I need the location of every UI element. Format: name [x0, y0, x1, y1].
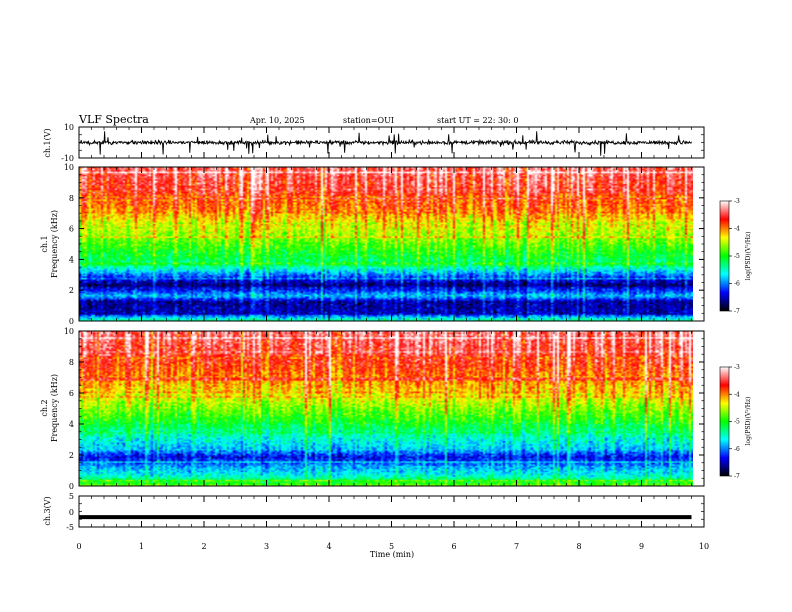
start-time-label: start UT = 22: 30: 0 [437, 116, 518, 125]
colorbar-tick-label: -4 [734, 226, 740, 233]
time-tick-label: 8 [576, 542, 581, 551]
time-tick-label: 3 [264, 542, 269, 551]
ch1-spectrogram-panel: 0 2 4 6 8 10 ch.1 Frequency (kHz) [40, 163, 705, 326]
ch1-waveform-ylabel: ch.1(V) [43, 128, 52, 157]
colorbar-tick-label: -5 [734, 419, 740, 426]
time-axis-label: Time (min) [370, 550, 414, 559]
ch2-colorbar-ticks: -3 -4 -5 -6 -7 [729, 364, 740, 480]
figure-title: VLF Spectra [78, 113, 149, 126]
time-tick-label: 7 [514, 542, 519, 551]
ch1-ytick-top: 10 [64, 123, 74, 132]
freq-tick-label: 6 [69, 225, 74, 234]
ch1-spectrogram-yticks: 0 2 4 6 8 10 [64, 163, 704, 326]
time-tick-label: 0 [76, 542, 81, 551]
ch3-ytick-top: 5 [69, 492, 74, 501]
date-label: Apr. 10, 2025 [249, 116, 305, 125]
colorbar-tick-label: -6 [734, 281, 740, 288]
colorbar-tick-label: -5 [734, 253, 740, 260]
colorbar-tick-label: -7 [734, 308, 740, 315]
time-axis-ticks: 0 1 2 3 4 5 6 7 8 9 10 [76, 126, 709, 551]
freq-tick-label: 4 [69, 255, 74, 264]
station-label: station=OUI [343, 116, 394, 125]
freq-tick-label: 4 [69, 420, 74, 429]
ch1-colorbar-ticks: -3 -4 -5 -6 -7 [729, 198, 740, 315]
time-tick-label: 9 [639, 542, 644, 551]
colorbar-tick-label: -4 [734, 391, 740, 398]
ch1-waveform-panel: 10 -10 ch.1(V) [43, 123, 705, 163]
time-tick-label: 2 [201, 542, 206, 551]
ch2-colorbar: -3 -4 -5 -6 -7 log(PSD)(V²/Hz) [719, 364, 752, 480]
colorbar-tick-label: -7 [734, 473, 740, 480]
ch1-spectrogram-ylabel-frequency: Frequency (kHz) [50, 210, 59, 278]
freq-tick-label: 2 [69, 286, 74, 295]
ch2-spectrogram-yticks: 0 2 4 6 8 10 [64, 327, 704, 491]
freq-tick-label: 6 [69, 389, 74, 398]
colorbar-tick-label: -6 [734, 446, 740, 453]
time-tick-label: 10 [699, 542, 709, 551]
ch1-colorbar-gradient [719, 200, 730, 312]
ch2-spectrogram-image [79, 331, 693, 486]
freq-tick-label: 8 [69, 194, 74, 203]
freq-tick-label: 2 [69, 451, 74, 460]
freq-tick-label: 10 [64, 163, 74, 172]
freq-tick-label: 0 [69, 317, 74, 326]
ch2-colorbar-gradient [719, 366, 730, 477]
freq-tick-label: 10 [64, 327, 74, 336]
time-tick-label: 1 [139, 542, 144, 551]
ch3-ytick-mid: 0 [69, 508, 74, 517]
ch1-spectrogram-ylabel-channel: ch.1 [40, 235, 49, 252]
ch2-spectrogram-ylabel-frequency: Frequency (kHz) [50, 374, 59, 442]
time-tick-label: 5 [389, 542, 394, 551]
ch2-spectrogram-panel: 0 2 4 6 8 10 ch.2 Frequency (kHz) [40, 327, 705, 491]
colorbar-tick-label: -3 [734, 198, 740, 205]
ch1-waveform-trace [78, 131, 692, 156]
ch2-colorbar-label: log(PSD)(V²/Hz) [745, 397, 752, 446]
ch3-waveform-panel: 5 0 -5 ch.3(V) [43, 492, 705, 532]
colorbar-tick-label: -3 [734, 364, 740, 371]
freq-tick-label: 8 [69, 358, 74, 367]
time-tick-label: 4 [326, 542, 331, 551]
freq-tick-label: 0 [69, 482, 74, 491]
ch2-spectrogram-ylabel-channel: ch.2 [40, 399, 49, 416]
ch1-colorbar-label: log(PSD)(V²/Hz) [745, 232, 752, 281]
ch3-waveform-ylabel: ch.3(V) [43, 496, 52, 525]
ch1-spectrogram-image [79, 167, 693, 321]
ch3-ytick-bottom: -5 [66, 523, 74, 532]
time-tick-label: 6 [451, 542, 456, 551]
ch1-ytick-bottom: -10 [61, 154, 74, 163]
ch1-colorbar: -3 -4 -5 -6 -7 log(PSD)(V²/Hz) [719, 198, 752, 315]
